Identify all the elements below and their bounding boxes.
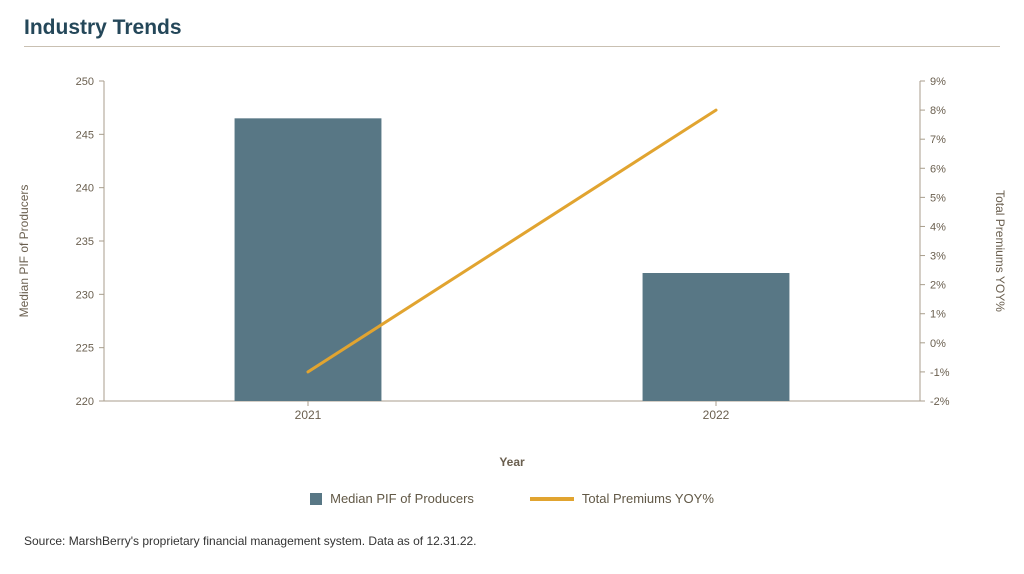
svg-text:6%: 6% <box>930 163 946 175</box>
svg-text:8%: 8% <box>930 105 946 117</box>
legend-item-bar: Median PIF of Producers <box>310 491 474 506</box>
svg-text:5%: 5% <box>930 192 946 204</box>
chart-container: Median PIF of Producers Total Premiums Y… <box>24 71 1000 431</box>
svg-text:2%: 2% <box>930 280 946 292</box>
svg-text:3%: 3% <box>930 251 946 263</box>
legend-line-icon <box>530 497 574 501</box>
svg-text:-1%: -1% <box>930 367 950 379</box>
svg-text:0%: 0% <box>930 338 946 350</box>
x-axis-label: Year <box>24 455 1000 469</box>
svg-text:9%: 9% <box>930 76 946 88</box>
legend-bar-label: Median PIF of Producers <box>330 491 474 506</box>
svg-text:-2%: -2% <box>930 396 950 408</box>
legend-item-line: Total Premiums YOY% <box>530 491 714 506</box>
y-right-axis-label: Total Premiums YOY% <box>993 190 1007 312</box>
svg-text:2021: 2021 <box>295 408 322 422</box>
svg-text:235: 235 <box>76 236 94 248</box>
source-note: Source: MarshBerry's proprietary financi… <box>24 534 1000 548</box>
chart-svg: 220 225 230 235 240 245 250 -2% -1% 0% 1% 2% 3% 4% 5% 6… <box>24 71 1000 431</box>
svg-text:220: 220 <box>76 396 94 408</box>
svg-text:1%: 1% <box>930 309 946 321</box>
svg-text:250: 250 <box>76 76 94 88</box>
svg-text:4%: 4% <box>930 221 946 233</box>
svg-text:7%: 7% <box>930 134 946 146</box>
svg-text:240: 240 <box>76 183 94 195</box>
svg-text:225: 225 <box>76 343 94 355</box>
legend: Median PIF of Producers Total Premiums Y… <box>24 491 1000 506</box>
y-left-axis-label: Median PIF of Producers <box>17 185 31 318</box>
svg-text:2022: 2022 <box>703 408 730 422</box>
legend-line-label: Total Premiums YOY% <box>582 491 714 506</box>
chart-title: Industry Trends <box>24 16 1000 47</box>
svg-text:230: 230 <box>76 289 94 301</box>
legend-swatch-bar-icon <box>310 493 322 505</box>
svg-text:245: 245 <box>76 129 94 141</box>
